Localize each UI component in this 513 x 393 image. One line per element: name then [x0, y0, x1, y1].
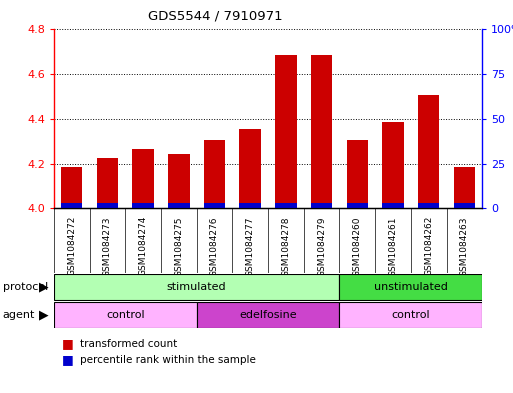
Bar	[275, 203, 297, 208]
Text: GSM1084262: GSM1084262	[424, 216, 433, 276]
Bar	[168, 203, 189, 208]
Text: agent: agent	[3, 310, 35, 320]
Bar	[453, 203, 475, 208]
Bar	[96, 158, 118, 208]
Text: GSM1084277: GSM1084277	[246, 216, 254, 277]
Text: GSM1084273: GSM1084273	[103, 216, 112, 277]
Bar	[382, 122, 404, 208]
Bar	[347, 203, 368, 208]
Text: GSM1084272: GSM1084272	[67, 216, 76, 276]
Text: unstimulated: unstimulated	[374, 282, 448, 292]
Text: GSM1084275: GSM1084275	[174, 216, 183, 277]
Bar	[61, 203, 83, 208]
Text: ■: ■	[62, 337, 73, 351]
Bar	[132, 203, 154, 208]
Bar	[132, 149, 154, 208]
Bar	[168, 154, 189, 208]
Text: percentile rank within the sample: percentile rank within the sample	[80, 354, 255, 365]
Text: GSM1084278: GSM1084278	[282, 216, 290, 277]
Bar	[340, 302, 482, 328]
Text: GDS5544 / 7910971: GDS5544 / 7910971	[148, 10, 283, 23]
Bar	[204, 140, 225, 208]
Text: control: control	[106, 310, 145, 320]
Text: ■: ■	[62, 353, 73, 366]
Bar	[275, 55, 297, 208]
Bar	[340, 274, 482, 300]
Text: GSM1084263: GSM1084263	[460, 216, 469, 277]
Text: control: control	[391, 310, 430, 320]
Bar	[311, 203, 332, 208]
Text: GSM1084260: GSM1084260	[353, 216, 362, 277]
Bar	[54, 302, 196, 328]
Bar	[347, 140, 368, 208]
Bar	[382, 203, 404, 208]
Bar	[196, 302, 340, 328]
Text: GSM1084276: GSM1084276	[210, 216, 219, 277]
Text: edelfosine: edelfosine	[239, 310, 297, 320]
Bar	[204, 203, 225, 208]
Bar	[240, 129, 261, 208]
Bar	[418, 203, 439, 208]
Text: transformed count: transformed count	[80, 339, 177, 349]
Bar	[418, 95, 439, 208]
Text: GSM1084274: GSM1084274	[139, 216, 148, 276]
Text: stimulated: stimulated	[167, 282, 226, 292]
Text: ▶: ▶	[39, 281, 49, 294]
Bar	[96, 203, 118, 208]
Bar	[453, 167, 475, 208]
Bar	[311, 55, 332, 208]
Bar	[240, 203, 261, 208]
Text: ▶: ▶	[39, 308, 49, 321]
Text: GSM1084261: GSM1084261	[388, 216, 398, 277]
Text: protocol: protocol	[3, 282, 48, 292]
Text: GSM1084279: GSM1084279	[317, 216, 326, 277]
Bar	[54, 274, 340, 300]
Bar	[61, 167, 83, 208]
